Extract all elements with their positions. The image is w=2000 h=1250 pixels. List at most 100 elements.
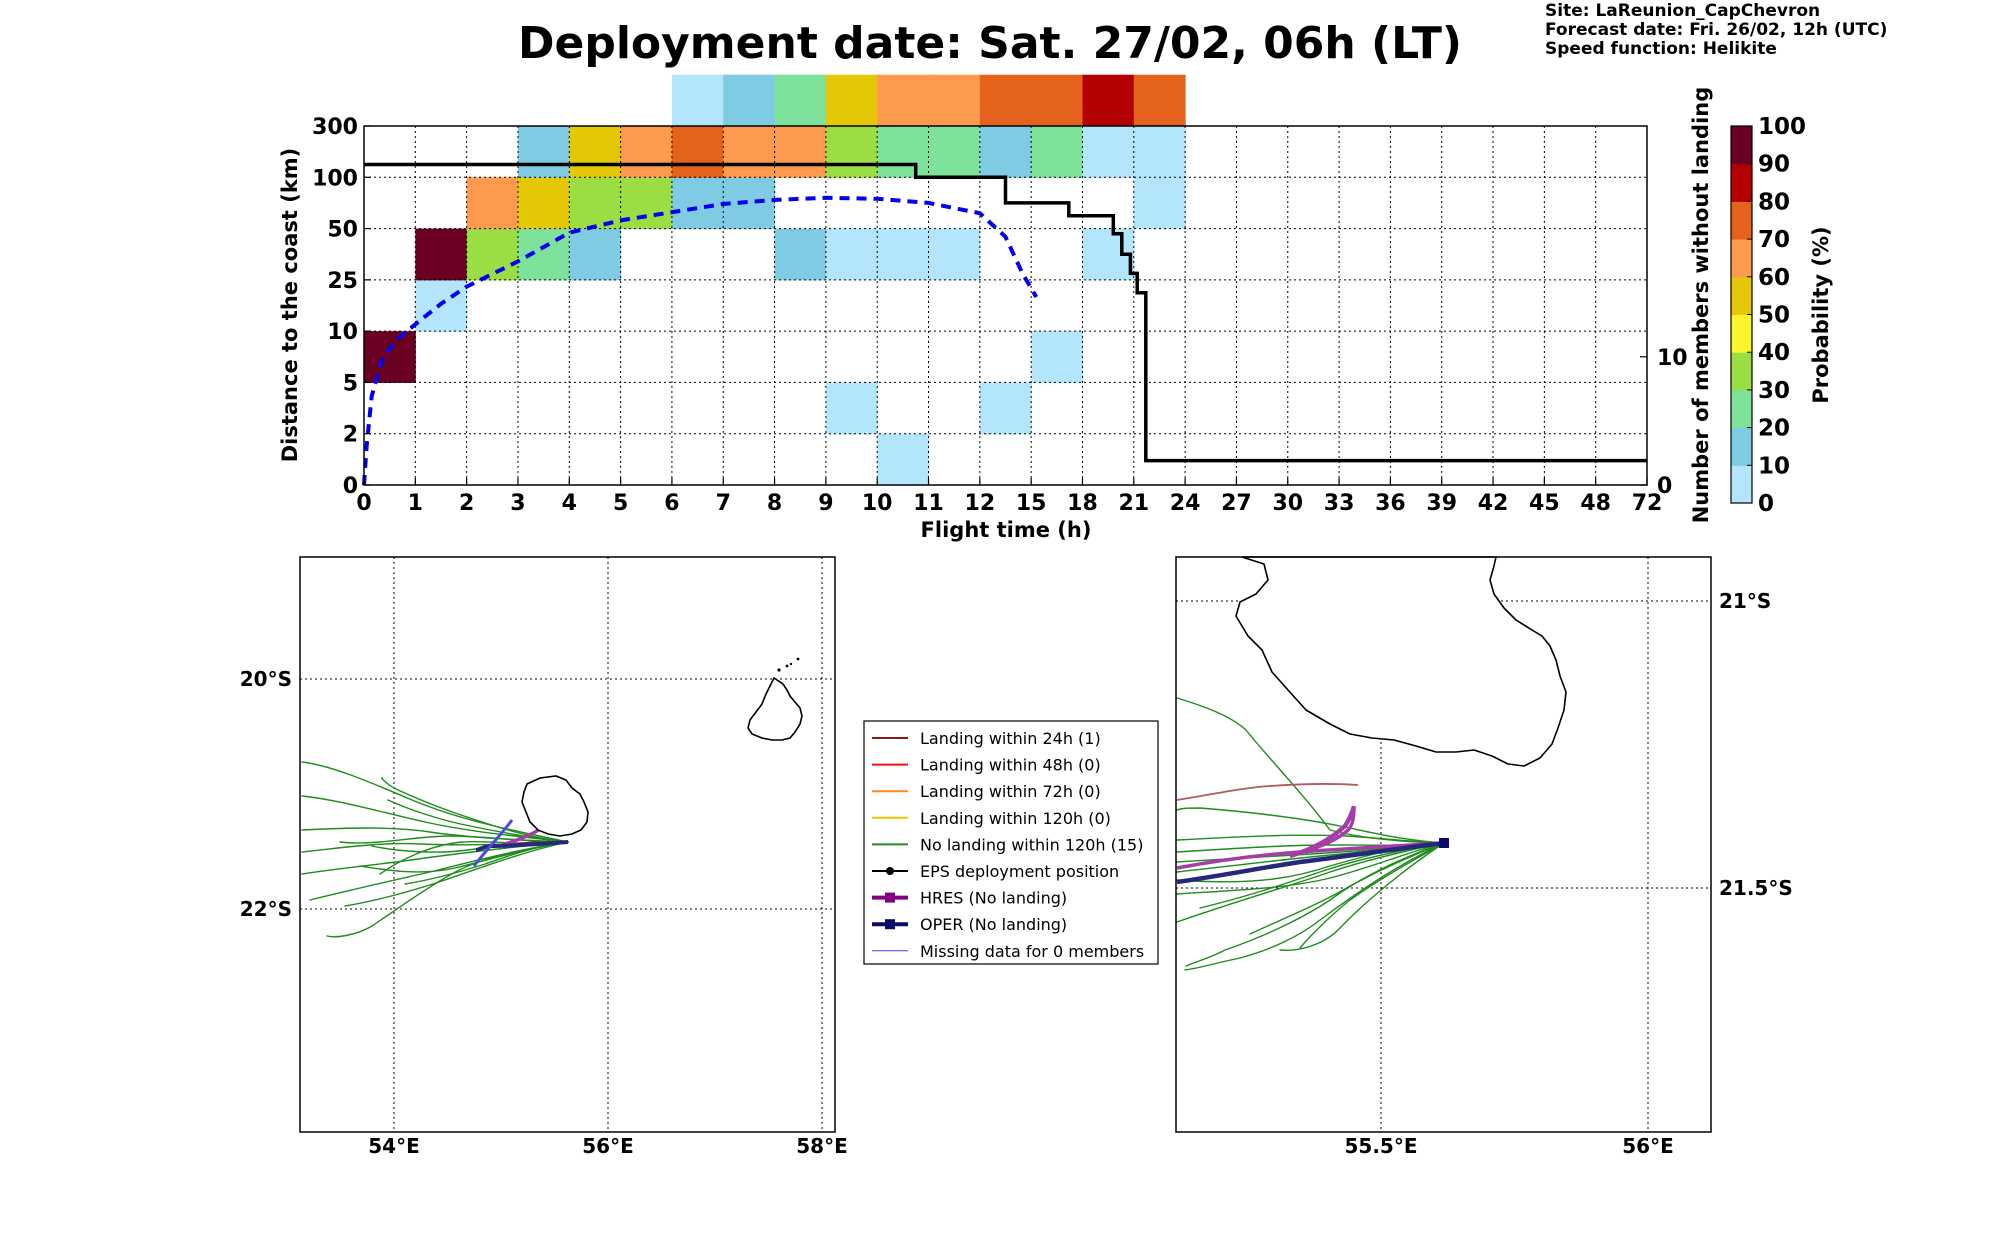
heatmap-cell [1031,74,1083,127]
colorbar-tick-label: 10 [1758,453,1790,479]
x-tick-label: 30 [1272,491,1303,516]
mean-distance-curve [362,195,1039,486]
heatmap-cell [671,74,724,127]
y-axis-label: Distance to the coast (km) [278,148,302,463]
heatmap-cell [979,126,1032,178]
heatmap-cell [569,228,622,281]
y-tick-label: 10 [327,320,358,345]
main-title: Deployment date: Sat. 27/02, 06h (LT) [517,18,1463,69]
map-lat-label: 21.5°S [1719,876,1793,900]
map-lat-label: 20°S [240,667,292,691]
heatmap-cell [877,74,930,127]
legend-label: No landing within 120h (15) [920,835,1143,854]
legend-label: Missing data for 0 members [920,942,1144,961]
colorbar-segment [1731,201,1752,240]
map-lat-label: 22°S [240,897,292,921]
colorbar-tick-label: 70 [1758,227,1790,253]
map-right-landing-track [1176,783,1359,801]
heatmap-cell [1082,74,1135,127]
map-right-hres-branch [1289,805,1357,859]
legend-label: HRES (No landing) [920,889,1067,908]
heatmap-cell [723,74,776,127]
legend-label: Landing within 48h (0) [920,756,1101,775]
y-tick-label: 0 [343,474,358,499]
heatmap-cell [569,177,622,230]
speed-function-label: Speed function: Helikite [1545,39,1777,59]
heatmap-cell [825,228,878,281]
legend-frame [863,720,1159,965]
map-lon-label: 56°E [582,1134,634,1158]
heatmap-cell [1082,126,1135,178]
heatmap-cell [1133,74,1186,127]
site-label: Site: LaReunion_CapChevron [1545,1,1821,21]
heatmap-cell [415,228,468,281]
heatmap-cell [466,177,519,230]
colorbar-tick-label: 80 [1758,189,1790,215]
map-left-missing-track [472,819,514,867]
colorbar [1731,126,1752,504]
map-right-reunion-island [1235,556,1567,767]
x-axis-label: Flight time (h) [921,518,1092,542]
map-right-lon-labels: 55.5°E 56°E [1344,1134,1673,1158]
heatmap-cell [364,331,416,383]
colorbar-segment [1731,163,1752,202]
heatmap-cell [928,74,981,127]
legend: Landing within 24h (1) Landing within 48h… [863,720,1159,965]
map-left: 54°E 56°E 58°E 20°S 22°S [240,556,848,1158]
legend-marker [885,919,895,930]
x-tick-label: 0 [356,491,371,516]
colorbar-segment [1731,239,1752,278]
y-tick-label: 5 [343,371,358,396]
x-tick-labels: 0 1 2 3 4 5 6 7 8 9 10 11 12 15 18 21 24 27 30 33 36 39 42 45 48… [356,478,1662,516]
map-right-frame [1175,556,1712,1133]
heatmap-cell [517,177,570,230]
map-lon-label: 56°E [1622,1134,1674,1158]
map-lon-label: 55.5°E [1344,1134,1417,1158]
legend-label: Landing within 24h (1) [920,729,1101,748]
heatmap-cell [825,126,878,178]
heatmap-cell [1133,126,1186,178]
right-tick-labels: 0 10 [1640,346,1688,499]
heatmap-cell [620,126,673,178]
y-tick-label: 50 [327,218,358,243]
map-lon-label: 54°E [368,1134,420,1158]
heatmap-cell [928,228,981,281]
x-tick-label: 3 [510,491,525,516]
heatmap-cell [723,126,776,178]
forecast-info: Site: LaReunion_CapChevron Forecast date… [1545,2,1887,59]
heatmap-cell [928,126,981,178]
x-tick-label: 24 [1170,491,1201,516]
map-right-lat-labels: 21°S 21.5°S [1719,589,1793,900]
x-tick-label: 18 [1067,491,1098,516]
x-tick-label: 1 [408,491,423,516]
colorbar-segment [1731,314,1752,353]
heatmap-cell [671,126,724,178]
map-left-frame [299,556,836,1133]
colorbar-segment [1731,276,1752,315]
map-left-mauritius-island [747,676,803,741]
x-tick-label: 4 [562,491,577,516]
colorbar-ticks: 0 10 20 30 40 50 60 70 80 90 100 [1747,114,1806,517]
map-left-lon-labels: 54°E 56°E 58°E [368,1134,848,1158]
heatmap-cell [979,382,1032,435]
colorbar-segment [1731,427,1752,466]
map-left-reunion-island [521,775,589,837]
map-right-oper-track [1176,840,1445,885]
colorbar-tick-label: 100 [1758,114,1806,140]
colorbar-segment [1731,126,1752,165]
heatmap-cell [877,433,930,486]
colorbar-tick-label: 0 [1758,491,1774,517]
heatmap-cell [877,228,930,281]
right-tick-label: 0 [1657,474,1672,499]
colorbar-tick-label: 50 [1758,303,1790,329]
heatmap-cell [979,74,1032,127]
legend-label: Landing within 72h (0) [920,782,1101,801]
heatmap-cell [877,126,930,178]
heatmap-cell [1133,177,1186,230]
x-tick-label: 21 [1118,491,1149,516]
x-tick-label: 7 [716,491,731,516]
legend-label: EPS deployment position [920,862,1119,881]
legend-marker [885,892,895,903]
